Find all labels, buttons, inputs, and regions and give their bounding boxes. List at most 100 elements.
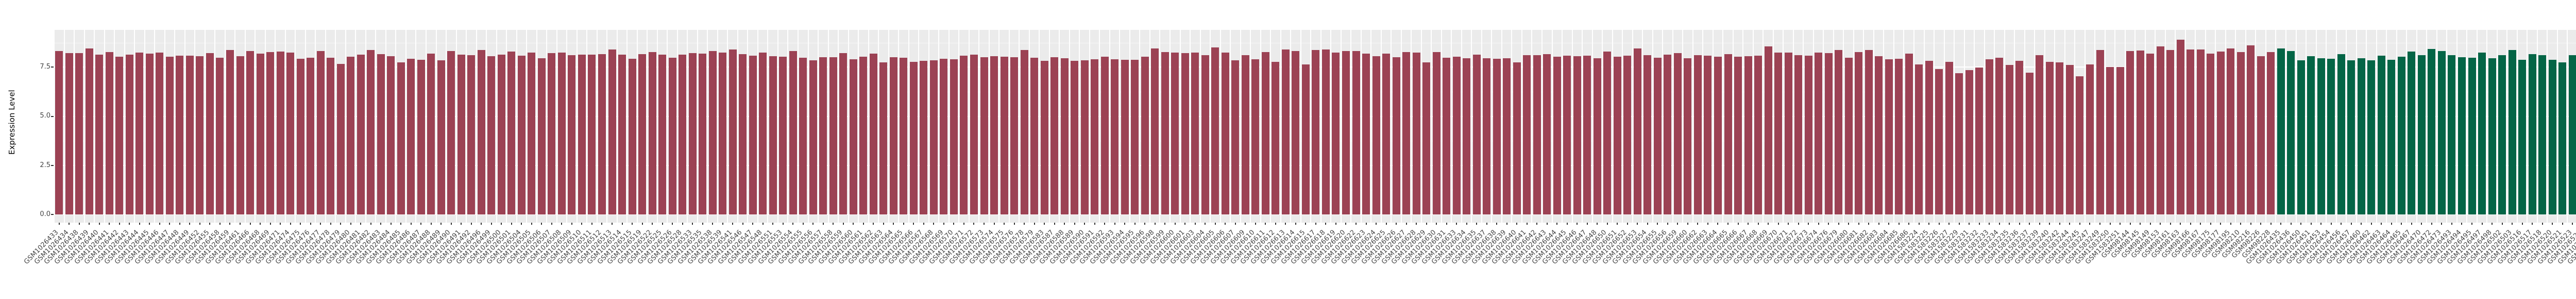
y-axis-tick [51,67,54,68]
gridline-vertical [1451,30,1452,223]
x-axis-tick [2421,223,2422,225]
gridline-vertical [315,30,316,223]
gridline-vertical [818,30,819,223]
gridline-vertical [2396,30,2397,223]
x-axis-tick [883,223,884,225]
x-axis-tick [159,223,160,225]
bar [2187,49,2195,214]
gridline-vertical [2476,30,2478,223]
x-axis-tick [2562,223,2563,225]
x-axis-tick [1637,223,1638,225]
bar [2086,64,2094,214]
bar [628,59,636,214]
gridline-vertical [958,30,960,223]
gridline-vertical [1803,30,1804,223]
gridline-vertical [2205,30,2206,223]
x-axis-tick [2320,223,2322,225]
gridline-vertical [516,30,517,223]
gridline-vertical [2406,30,2408,223]
bar [2337,54,2345,214]
bar [588,54,596,214]
gridline-vertical [1360,30,1362,223]
x-axis-tick [1033,223,1035,225]
gridline-vertical [2346,30,2347,223]
gridline-vertical [747,30,749,223]
x-axis-tick [1978,223,1980,225]
bar [105,52,113,214]
y-tick-label-0: 0.0 [40,210,50,218]
x-axis-tick [360,223,362,225]
bar [1352,51,1360,214]
bar [719,53,727,214]
x-axis-tick [1516,223,1518,225]
gridline-vertical [2084,30,2086,223]
bar [1080,60,1089,214]
x-axis-tick [1305,223,1307,225]
bar [276,51,284,214]
bar [1995,57,2004,214]
x-axis-tick [69,223,70,225]
x-axis-tick [2411,223,2412,225]
bar [2196,49,2205,214]
bar [1704,56,1712,214]
gridline-vertical [1833,30,1834,223]
x-axis-tick [2280,223,2282,225]
gridline-vertical [1391,30,1392,223]
gridline-vertical [2486,30,2488,223]
x-axis-tick [1506,223,1507,225]
x-axis-tick [1626,223,1628,225]
x-axis-tick [2492,223,2493,225]
bar [347,56,355,214]
gridline-vertical [636,30,638,223]
bar [1100,56,1109,214]
gridline-vertical [1934,30,1935,223]
x-axis-tick [2290,223,2292,225]
gridline-vertical [1562,30,1563,223]
x-axis-tick [1074,223,1075,225]
gridline-vertical [838,30,839,223]
gridline-vertical [676,30,678,223]
gridline-vertical [2074,30,2076,223]
x-axis-tick [893,223,894,225]
bar [1221,53,1229,214]
x-axis-tick [2250,223,2251,225]
x-axis-tick [340,223,342,225]
x-axis-tick [2200,223,2201,225]
gridline-vertical [1863,30,1865,223]
bar [2488,58,2496,214]
gridline-vertical [1642,30,1643,223]
gridline-vertical [1481,30,1482,223]
gridline-vertical [2215,30,2216,223]
gridline-vertical [767,30,769,223]
bar [1533,55,1541,214]
x-axis-tick [1748,223,1749,225]
bar [2448,55,2456,214]
gridline-vertical [2567,30,2568,223]
x-axis-tick [1225,223,1226,225]
bar [1281,49,1290,214]
x-axis-tick [290,223,291,225]
x-axis-tick [2079,223,2080,225]
bar [779,56,787,214]
x-axis-tick [1888,223,1890,225]
bar [1261,52,1269,214]
x-axis-tick [280,223,281,225]
bar [1292,51,1300,214]
bar [1382,53,1391,214]
gridline-vertical [1541,30,1543,223]
gridline-vertical [1974,30,1975,223]
x-axis-tick [1174,223,1176,225]
gridline-vertical [1812,30,1814,223]
x-axis-tick [551,223,552,225]
gridline-vertical [1330,30,1332,223]
gridline-vertical [124,30,125,223]
bar [1895,58,1903,214]
gridline-vertical [1210,30,1211,223]
bar [417,59,425,214]
gridline-vertical [2265,30,2266,223]
bar [75,53,83,214]
x-axis-tick [984,223,985,225]
bar [1321,49,1330,214]
x-axis-tick [1617,223,1618,225]
bar [1231,60,1240,214]
